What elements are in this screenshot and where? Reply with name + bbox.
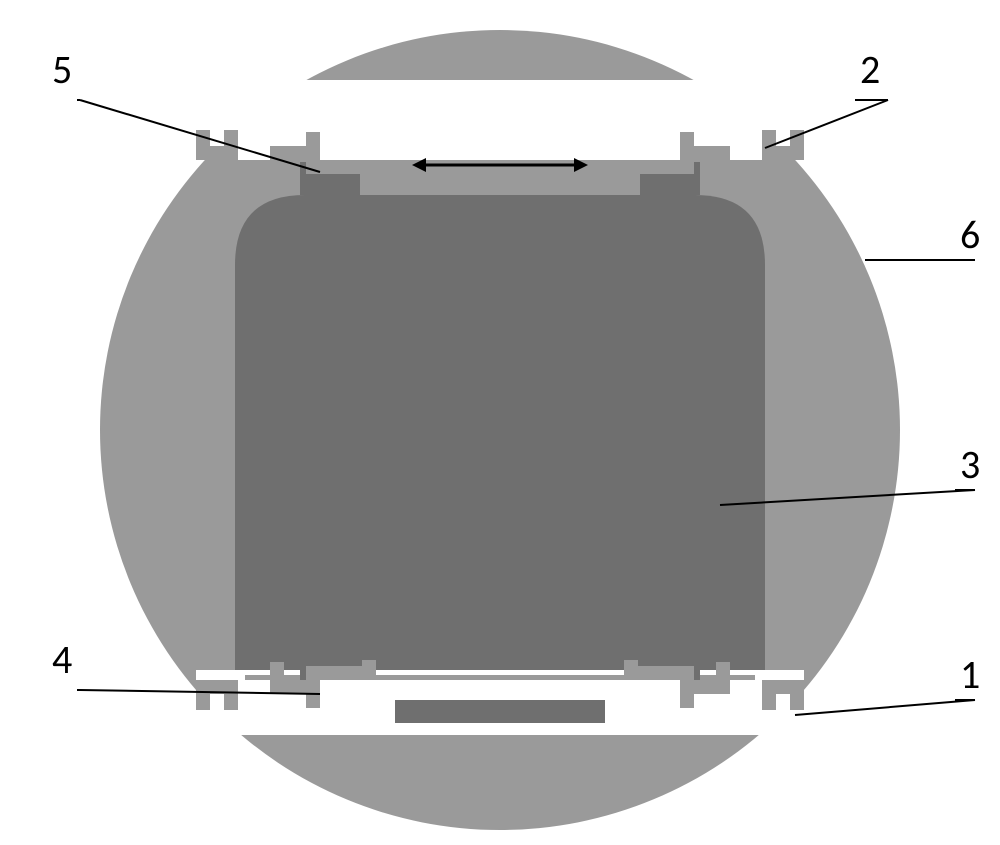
bib	[270, 662, 284, 680]
tib	[270, 160, 284, 178]
tib	[306, 132, 320, 160]
top-outer-l-h	[196, 146, 238, 160]
bib	[362, 660, 376, 680]
bot-outer-r-h	[762, 680, 804, 694]
bib	[624, 660, 638, 680]
callout-line-1	[795, 700, 975, 715]
tib	[624, 160, 638, 180]
tib	[362, 160, 376, 180]
callout-label-3: 3	[960, 440, 980, 489]
callout-label-4: 4	[52, 635, 72, 684]
diagram-canvas: 5 2 6 3 1 4	[0, 0, 1000, 845]
bottom-plate	[395, 700, 605, 723]
tib	[680, 132, 694, 160]
callout-label-1: 1	[960, 650, 980, 699]
tib	[716, 160, 730, 178]
callout-label-6: 6	[960, 210, 980, 259]
bib	[680, 680, 694, 708]
bib	[716, 662, 730, 680]
bot-outer-l-v2	[224, 694, 238, 710]
inner-body	[235, 195, 765, 670]
callout-label-5: 5	[52, 45, 72, 94]
bot-outer-r-v2	[762, 694, 776, 710]
callout-label-2: 2	[860, 45, 880, 94]
top-outer-r-h	[762, 146, 804, 160]
diagram-svg	[0, 0, 1000, 845]
